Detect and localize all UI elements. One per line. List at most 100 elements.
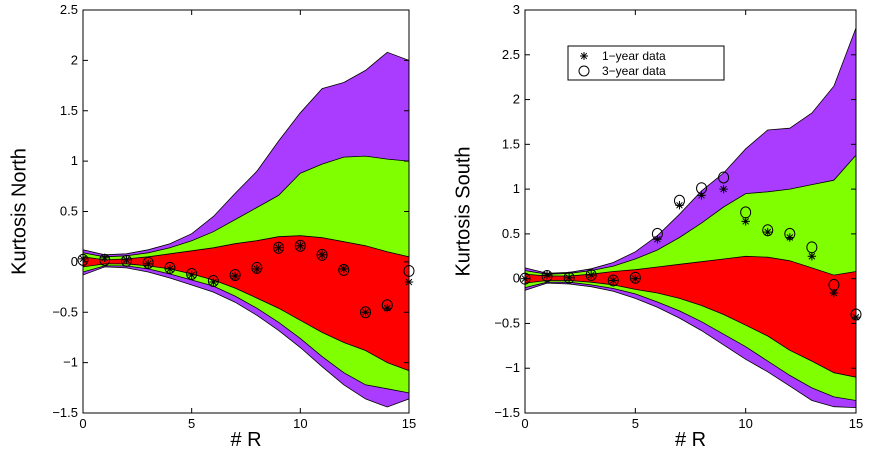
asterisk-stroke [362, 308, 369, 316]
y-tick-label: 3 [513, 2, 520, 17]
point-3yr [828, 278, 840, 291]
y-tick-label: 1.5 [502, 136, 520, 151]
point-3yr [762, 224, 774, 237]
point-1yr [741, 217, 750, 226]
point-3yr [251, 261, 263, 274]
legend-asterisk-icon [580, 52, 588, 60]
point-3yr [338, 263, 350, 276]
point-1yr [542, 270, 552, 280]
asterisk-stroke [632, 275, 639, 282]
y-tick-label: −1 [505, 360, 520, 375]
asterisk-stroke [166, 265, 174, 273]
plot-area [83, 51, 409, 408]
point-1yr [122, 255, 131, 265]
asterisk-stroke [676, 201, 683, 209]
x-tick-label: 5 [632, 416, 639, 431]
point-3yr [360, 306, 372, 319]
point-3yr [629, 271, 641, 284]
point-1yr [209, 277, 218, 287]
point-3yr [696, 182, 708, 195]
asterisk-stroke [210, 278, 217, 286]
point-1yr [274, 243, 283, 252]
asterisk-stroke [297, 242, 304, 250]
asterisk-stroke [253, 265, 261, 273]
asterisk-stroke [543, 271, 551, 279]
legend-box [567, 45, 725, 81]
y-tick-label: −0.5 [494, 315, 520, 330]
y-tick-label: −0.5 [52, 304, 78, 319]
point-3yr [186, 267, 198, 280]
point-3yr [207, 275, 219, 288]
y-tick-label: 1 [71, 153, 78, 168]
y-tick-label: 2 [513, 92, 520, 107]
y-axis-label: Kurtosis South [452, 146, 474, 276]
point-3yr [651, 227, 663, 240]
x-tick-label: 0 [521, 416, 528, 431]
asterisk-stroke [188, 271, 195, 279]
point-3yr [784, 227, 796, 240]
asterisk-stroke [808, 252, 816, 260]
point-3yr [120, 254, 132, 267]
point-1yr [296, 241, 305, 250]
point-3yr [541, 269, 553, 282]
legend-label-1yr: 1−year data [602, 49, 666, 63]
point-1yr [165, 264, 175, 274]
x-tick-label: 10 [738, 416, 752, 431]
asterisk-stroke [742, 218, 749, 225]
y-tick-label: −1.5 [494, 405, 520, 420]
asterisk-stroke [565, 274, 573, 282]
asterisk-stroke [123, 256, 130, 264]
y-tick-label: 0 [513, 271, 520, 286]
x-axis-label: # R [675, 429, 706, 451]
legend-label-3yr: 3−year data [602, 64, 666, 78]
x-tick-label: 10 [293, 416, 307, 431]
asterisk-stroke [340, 265, 348, 273]
point-1yr [564, 273, 574, 282]
y-tick-label: 2.5 [502, 47, 520, 62]
point-3yr [164, 261, 176, 274]
red-band [525, 255, 856, 378]
point-3yr [273, 241, 285, 254]
y-tick-label: 0.5 [60, 204, 78, 219]
y-tick-label: 1 [513, 181, 520, 196]
point-3yr [740, 206, 752, 219]
point-3yr [718, 171, 730, 184]
x-tick-label: 15 [849, 416, 863, 431]
asterisk-stroke [609, 277, 617, 284]
red-band [83, 235, 409, 372]
asterisk-stroke [144, 260, 152, 268]
y-tick-label: 0.5 [502, 226, 520, 241]
x-axis-label: # R [230, 429, 261, 451]
y-tick-label: −1 [63, 355, 78, 370]
y-tick-label: 2.5 [60, 2, 78, 17]
y-tick-label: 2 [71, 52, 78, 67]
asterisk-stroke [587, 271, 595, 279]
point-1yr [587, 270, 596, 280]
point-3yr [142, 256, 154, 269]
point-1yr [339, 264, 348, 274]
asterisk-stroke [231, 272, 239, 280]
y-tick-label: 1.5 [60, 103, 78, 118]
point-1yr [763, 227, 772, 237]
point-1yr [719, 184, 728, 194]
point-1yr [675, 201, 684, 210]
y-tick-label: 0 [71, 254, 78, 269]
chart-panel-2: −1.5 −1 −0.5 0 0.5 1 1.5 2 2.5 3 0 5 10 15 # R Kurtosis… [452, 2, 863, 451]
asterisk-stroke [101, 254, 109, 262]
point-1yr [609, 276, 618, 285]
point-1yr [317, 250, 327, 260]
point-1yr [252, 264, 262, 274]
y-tick-label: −1.5 [52, 405, 78, 420]
point-1yr [807, 252, 817, 261]
x-tick-label: 5 [188, 416, 195, 431]
asterisk-stroke [830, 289, 838, 297]
point-3yr [294, 239, 306, 252]
point-3yr [229, 268, 241, 281]
point-3yr [316, 248, 328, 261]
point-1yr [144, 259, 153, 269]
point-1yr [187, 270, 196, 280]
point-3yr [585, 269, 597, 282]
point-1yr [100, 253, 109, 263]
asterisk-stroke [275, 244, 282, 252]
